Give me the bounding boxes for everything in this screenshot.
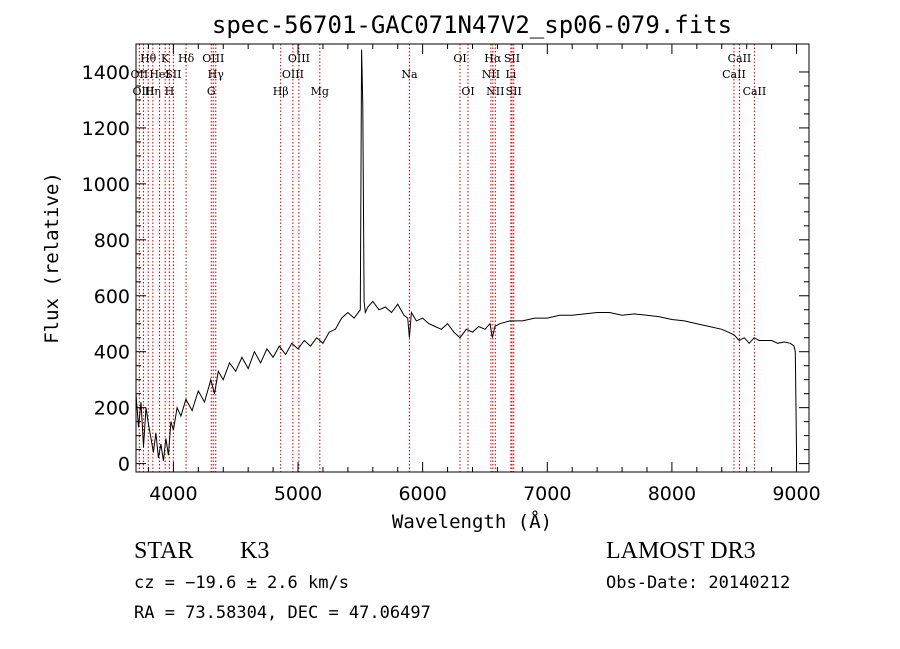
spectral-line-label: OII	[131, 68, 149, 81]
spectral-line-label: SII	[506, 85, 522, 98]
spectrum-line-flux	[135, 49, 797, 464]
spectral-line-label: NII	[486, 85, 504, 98]
spectrum-series	[135, 49, 797, 464]
spectral-line-label: Mg	[311, 85, 329, 98]
y-axis-label: Flux (relative)	[41, 172, 63, 344]
plot-frame	[135, 43, 810, 473]
spectral-line-label: SII	[504, 52, 520, 65]
spectral-line-label: OI	[453, 52, 466, 65]
x-tick-label: 4000	[149, 483, 197, 505]
x-tick-label: 9000	[772, 483, 820, 505]
x-axis-ticks: 4000 5000 6000 7000 8000 9000	[147, 44, 821, 505]
y-tick-label: 200	[94, 398, 130, 420]
spectral-line-label: Hδ	[178, 52, 195, 65]
y-tick-label: 800	[94, 230, 130, 252]
object-class: STAR	[134, 538, 194, 564]
obs-date: Obs-Date: 20140212	[606, 573, 791, 593]
x-tick-label: 6000	[398, 483, 446, 505]
spectral-line-label: Hα	[484, 52, 502, 65]
spectral-line-label: H	[165, 85, 175, 98]
x-axis-label: Wavelength (Å)	[392, 510, 552, 533]
y-tick-label: 1000	[82, 174, 130, 196]
spectral-line-label: Li	[505, 68, 516, 81]
spectral-line-label: OI	[461, 85, 474, 98]
spectral-line-label: G	[207, 85, 216, 98]
spectral-line-label: HeI	[149, 68, 169, 81]
spectral-line-label: OIII	[202, 52, 224, 65]
object-subclass: K3	[240, 538, 270, 564]
y-axis-ticks: 0 200 400 600 800 1000 1200 1400	[82, 62, 809, 476]
spectral-line-label: Hθ	[140, 52, 157, 65]
y-tick-label: 400	[94, 342, 130, 364]
spectral-line-label: Na	[401, 68, 418, 81]
spectral-line-label: OIII	[282, 68, 304, 81]
spectral-line-label: NII	[482, 68, 500, 81]
spectral-line-label: Hβ	[273, 85, 289, 98]
spectral-line-label: SII	[165, 68, 181, 81]
spectral-line-label: CaII	[728, 52, 752, 65]
spectral-line-label: CaII	[722, 68, 746, 81]
y-tick-label: 0	[118, 454, 130, 476]
x-tick-label: 7000	[523, 483, 571, 505]
y-tick-label: 1200	[82, 118, 130, 140]
survey-name: LAMOST DR3	[606, 538, 756, 564]
spectral-line-label: OIII	[132, 85, 154, 98]
y-tick-label: 1400	[82, 62, 130, 84]
x-tick-label: 5000	[274, 483, 322, 505]
y-tick-label: 600	[94, 286, 130, 308]
spectral-line-label: OIII	[288, 52, 310, 65]
spectral-line-label: K	[161, 52, 170, 65]
x-tick-label: 8000	[648, 483, 696, 505]
spectral-line-label: Hη	[145, 85, 161, 98]
spectral-line-label: CaII	[743, 85, 767, 98]
coordinates: RA = 73.58304, DEC = 47.06497	[134, 603, 431, 623]
chart-title: spec-56701-GAC071N47V2_sp06-079.fits	[212, 11, 732, 39]
spectral-line-label: Hγ	[208, 68, 225, 81]
redshift-readout: cz = −19.6 ± 2.6 km/s	[134, 573, 349, 593]
